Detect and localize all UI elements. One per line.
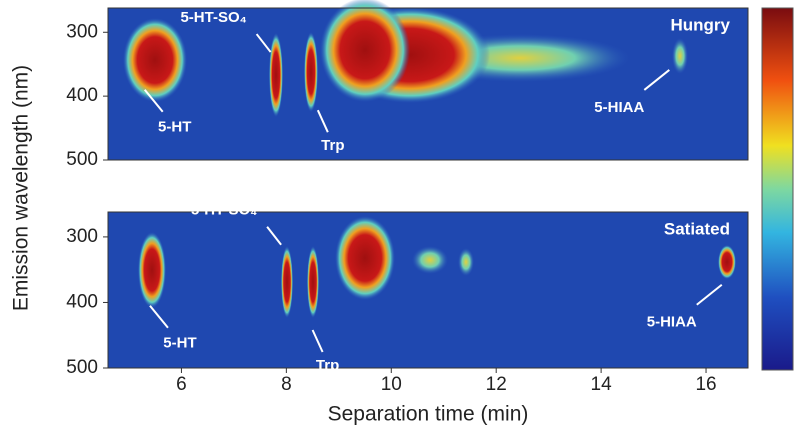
- annotation: Trp: [321, 137, 344, 154]
- x-tick-label: 14: [591, 374, 613, 395]
- annotation-line: [149, 305, 169, 329]
- annotation: 5-HIAA: [647, 314, 697, 331]
- x-tick-label: 16: [695, 374, 716, 395]
- y-tick-label: 500: [66, 149, 98, 170]
- annotation: 5-HT-SO₄: [191, 202, 257, 219]
- annotation-line: [643, 69, 670, 91]
- annotation: 5-HT: [158, 119, 191, 136]
- annotation-line: [311, 329, 324, 353]
- x-axis-label: Separation time (min): [328, 403, 529, 426]
- annotation: 5-HT-SO₄: [180, 9, 246, 26]
- annotation: 5-HT: [163, 335, 196, 352]
- annotation-line: [266, 226, 282, 246]
- panel-frame: [107, 7, 749, 161]
- panel-frame: [107, 211, 749, 369]
- x-tick-label: 6: [176, 374, 187, 395]
- y-tick-label: 400: [66, 85, 98, 106]
- x-tick-label: 10: [381, 374, 402, 395]
- y-tick-label: 500: [66, 357, 98, 378]
- panel-label: Satiated: [664, 219, 730, 238]
- annotation-line: [255, 33, 272, 53]
- y-axis-label: Emission wavelength (nm): [10, 65, 33, 311]
- x-tick-label: 8: [281, 374, 292, 395]
- colorbar: [761, 7, 794, 371]
- panel-1-image: [108, 0, 748, 160]
- annotation: 5-HIAA: [594, 99, 644, 116]
- y-tick-label: 300: [66, 226, 98, 247]
- annotation-line: [143, 89, 164, 113]
- panel-label: Hungry: [671, 15, 731, 34]
- y-tick-label: 400: [66, 291, 98, 312]
- annotation-line: [316, 109, 329, 133]
- annotation: Trp: [316, 357, 339, 374]
- annotation-line: [696, 283, 723, 306]
- x-tick-label: 12: [486, 374, 507, 395]
- y-tick-label: 300: [66, 21, 98, 42]
- panel-2-image: [108, 212, 748, 368]
